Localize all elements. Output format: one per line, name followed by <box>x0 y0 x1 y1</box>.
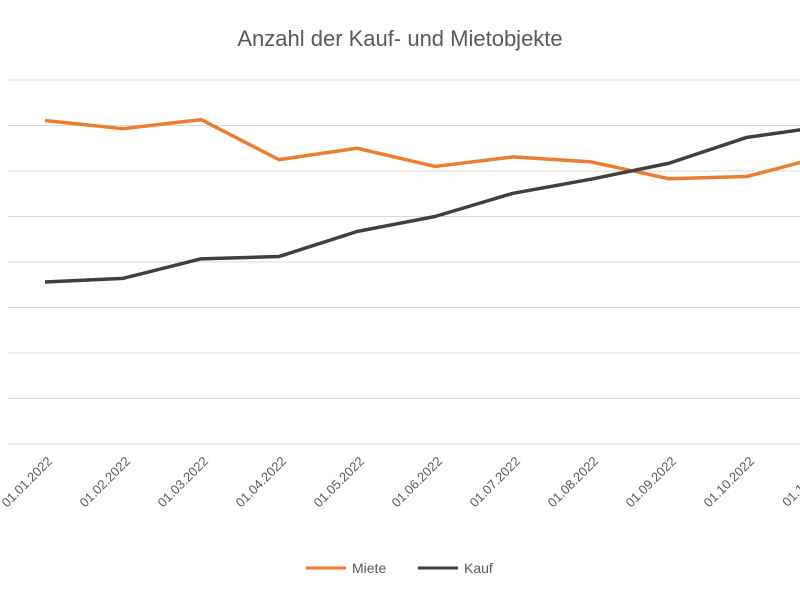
x-tick-label: 01.01.2022 <box>0 454 55 511</box>
legend-label-kauf: Kauf <box>464 560 493 576</box>
x-tick-label: 01.06.2022 <box>388 454 445 511</box>
series-line-miete <box>44 117 800 181</box>
x-tick-label: 01.05.2022 <box>310 454 367 511</box>
x-tick-label: 01.07.2022 <box>466 454 523 511</box>
x-tick-label: 01.11.2022 <box>779 454 800 510</box>
x-tick-label: 01.02.2022 <box>76 454 133 511</box>
legend: Miete Kauf <box>306 560 493 576</box>
gridlines <box>8 79 800 445</box>
series-line-kauf <box>44 128 800 284</box>
series-lines <box>44 117 800 284</box>
x-tick-label: 01.08.2022 <box>544 454 601 511</box>
x-tick-label: 01.04.2022 <box>232 454 289 511</box>
x-tick-label: 01.10.2022 <box>700 454 757 511</box>
legend-label-miete: Miete <box>352 560 386 576</box>
chart-title: Anzahl der Kauf- und Mietobjekte <box>237 26 562 51</box>
x-axis-tick-labels: 01.01.2022 01.02.2022 01.03.2022 01.04.2022… <box>0 454 800 511</box>
x-tick-label: 01.03.2022 <box>154 454 211 511</box>
x-tick-label: 01.09.2022 <box>622 454 679 511</box>
